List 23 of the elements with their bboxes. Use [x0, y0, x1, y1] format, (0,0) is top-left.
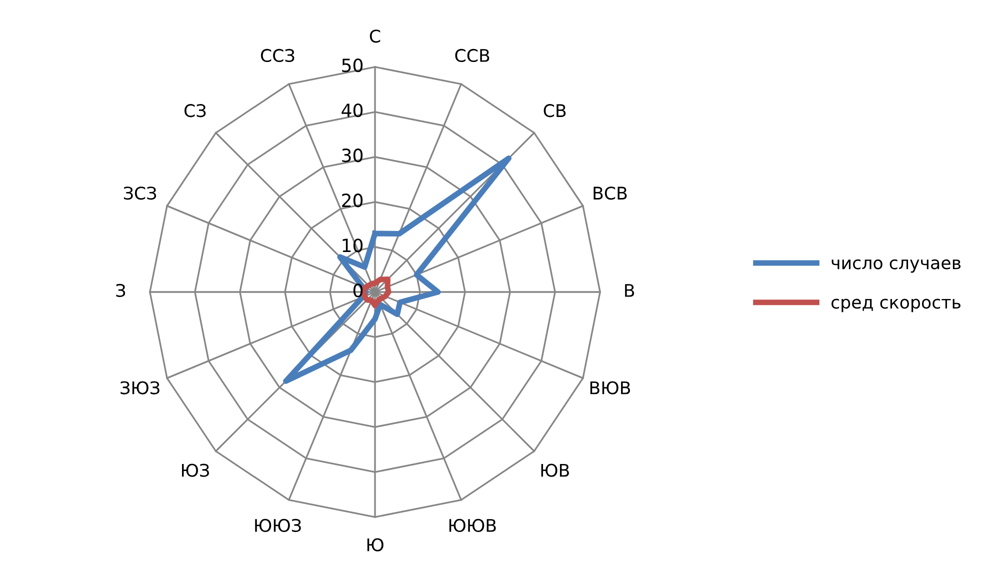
spoke-label: З [116, 284, 126, 298]
legend-label: сред скорость [831, 298, 960, 312]
spoke-label: ВЮВ [590, 381, 630, 394]
legend-label: число случаев [832, 259, 961, 273]
spoke-label: СВ [544, 104, 566, 118]
y-tick-label: 50 [342, 58, 363, 72]
spoke-label: С [370, 30, 380, 43]
spoke-label: Ю [367, 538, 384, 552]
spoke-label: ЗСЗ [124, 186, 156, 200]
y-tick-label: 20 [342, 194, 363, 208]
spoke-label: ССЗ [260, 48, 294, 62]
spoke-label: ВСВ [594, 186, 627, 200]
spoke-label: ЮЮВ [449, 518, 496, 532]
spoke-label: СЗ [184, 104, 206, 118]
y-tick-label: 30 [342, 148, 363, 162]
y-tick-label: 10 [342, 238, 363, 252]
spoke-label: В [625, 284, 634, 297]
spoke-label: ЮЮЗ [255, 518, 301, 532]
spoke-label: ЗЮЗ [120, 381, 160, 394]
spoke-label: ЮВ [541, 464, 569, 477]
spoke-label: ССВ [455, 48, 490, 62]
y-tick-label: 40 [342, 104, 363, 118]
spoke-label: ЮЗ [182, 464, 209, 477]
